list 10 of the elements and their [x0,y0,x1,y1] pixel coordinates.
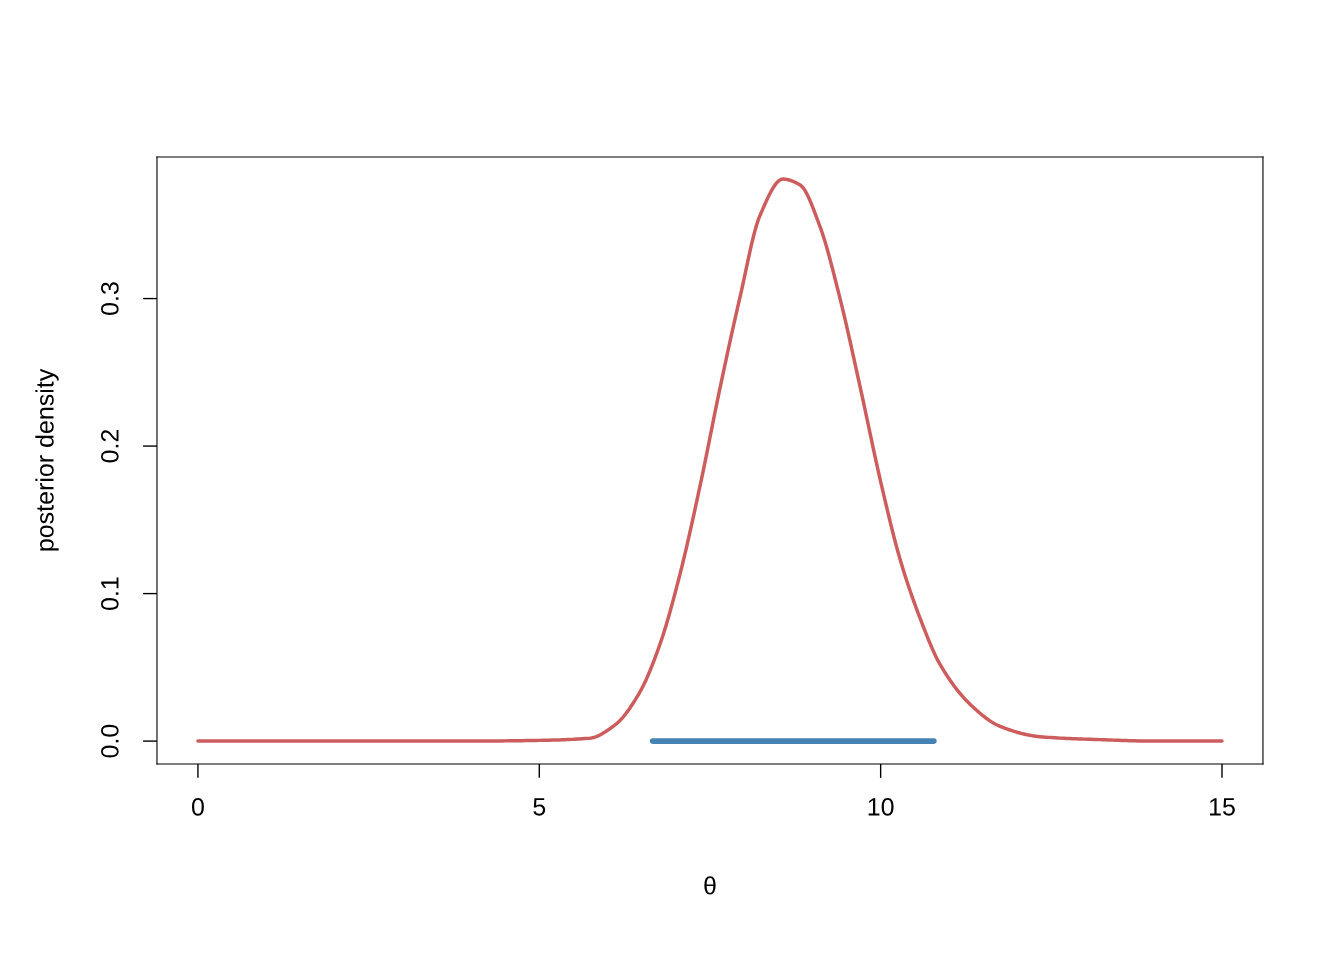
y-tick-label: 0.0 [101,724,119,758]
x-tick-label: 0 [191,797,204,816]
y-tick-label: 0.2 [101,429,119,463]
y-axis-title: posterior density [35,368,59,551]
x-tick-label: 5 [533,798,546,816]
x-tick-label: 15 [1210,798,1235,816]
x-tick-label: 10 [868,797,894,816]
y-tick-label: 0.3 [101,282,119,315]
x-axis-title: θ [704,876,716,895]
y-tick-label: 0.1 [101,577,119,610]
